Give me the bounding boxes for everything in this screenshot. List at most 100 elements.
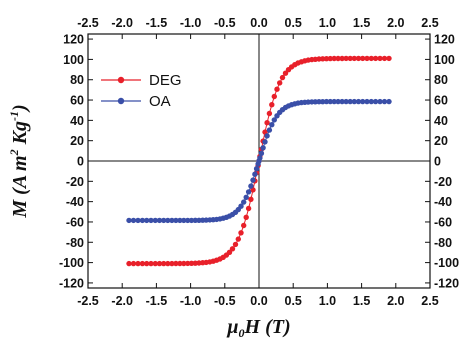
y-tick-label-right: -120 xyxy=(434,276,459,290)
y-tick-label-left: -60 xyxy=(66,215,84,229)
data-point xyxy=(232,241,239,248)
x-tick-label-top: 0.5 xyxy=(285,16,302,30)
data-point xyxy=(351,98,357,105)
data-point xyxy=(331,55,337,62)
x-tick-label-top: -2.5 xyxy=(77,16,99,30)
y-tick-label-right: -20 xyxy=(434,175,452,189)
y-tick-label-right: -60 xyxy=(434,215,452,229)
data-point xyxy=(248,196,254,202)
y-tick-label-right: 40 xyxy=(434,114,448,128)
data-point xyxy=(323,98,330,105)
data-point xyxy=(279,74,286,81)
data-point xyxy=(241,222,247,229)
data-point xyxy=(339,98,345,105)
data-point xyxy=(144,260,150,267)
data-point xyxy=(173,217,179,224)
data-point xyxy=(266,110,273,117)
x-tick-label-top: -2.0 xyxy=(111,16,133,30)
data-point xyxy=(347,98,353,105)
data-point xyxy=(355,55,362,62)
x-tick-label-top: -1.0 xyxy=(180,16,202,30)
data-point xyxy=(277,80,283,86)
data-point xyxy=(351,55,357,62)
data-point xyxy=(327,55,333,62)
data-point xyxy=(185,260,191,267)
y-tick-label-left: 0 xyxy=(77,155,84,169)
x-axis-title-sub: 0 xyxy=(239,326,245,340)
data-point xyxy=(372,55,379,62)
x-tick-label-top: 2.0 xyxy=(387,16,404,30)
data-point xyxy=(343,98,349,105)
x-axis-title-base: μ xyxy=(226,316,238,338)
x-tick-label-top: 2.5 xyxy=(421,16,438,30)
data-point xyxy=(126,260,132,267)
legend: DEG OA xyxy=(101,72,182,110)
data-point xyxy=(188,260,195,266)
data-point xyxy=(243,214,249,220)
data-point xyxy=(156,260,163,267)
x-tick-label-top: 1.5 xyxy=(353,16,370,30)
data-point xyxy=(331,98,337,105)
y-axis-title-end: ) xyxy=(9,104,31,113)
data-point xyxy=(161,217,167,224)
legend-label-deg: DEG xyxy=(149,72,182,89)
data-point xyxy=(323,56,330,62)
data-point xyxy=(386,55,392,62)
data-point xyxy=(269,122,275,128)
tick-labels: -2.5 -2.5 -2.0 -2.0 -1.5 -1.5 -1.0 -1.0 -0.5 -0.5… xyxy=(59,16,459,308)
y-tick-label-left: 80 xyxy=(70,73,84,87)
data-point xyxy=(368,98,374,105)
y-tick-label-left: 60 xyxy=(70,94,84,108)
data-point xyxy=(181,217,187,224)
x-tick-label-bottom: 0.5 xyxy=(285,294,302,308)
data-point xyxy=(253,166,260,172)
data-point xyxy=(144,217,150,224)
data-point xyxy=(266,127,273,133)
y-tick-label-right: 60 xyxy=(434,94,448,108)
y-tick-label-left: 20 xyxy=(70,134,84,148)
tick-marks xyxy=(87,34,431,288)
y-tick-label-left: -100 xyxy=(59,256,84,270)
data-point xyxy=(169,260,175,267)
y-axis-title-main: M (A m xyxy=(9,155,31,218)
x-tick-label-bottom: 2.5 xyxy=(421,294,438,308)
data-point xyxy=(260,145,266,151)
data-point xyxy=(269,102,275,108)
y-tick-label-left: -120 xyxy=(59,276,84,290)
data-point xyxy=(264,120,270,126)
data-point xyxy=(139,260,146,267)
data-point xyxy=(130,260,137,267)
data-point xyxy=(245,205,252,212)
y-tick-label-left: -20 xyxy=(66,175,84,189)
data-point xyxy=(381,55,388,62)
x-axis-title: μ0H (T) xyxy=(226,316,290,340)
x-tick-label-bottom: -2.0 xyxy=(111,294,133,308)
data-point xyxy=(148,217,154,224)
data-point xyxy=(173,260,179,267)
x-axis-title-rest: H (T) xyxy=(244,316,291,338)
y-tick-label-left: 120 xyxy=(63,33,84,47)
series-layer xyxy=(126,55,392,267)
data-point xyxy=(372,98,379,105)
data-point xyxy=(368,55,374,62)
y-tick-label-right: -100 xyxy=(434,256,459,270)
data-point xyxy=(135,217,141,224)
y-tick-label-right: 0 xyxy=(434,155,441,169)
data-point xyxy=(177,217,183,224)
data-point xyxy=(245,189,252,195)
data-point xyxy=(229,246,236,252)
data-point xyxy=(135,260,141,267)
x-tick-label-bottom: 1.5 xyxy=(353,294,370,308)
y-tick-label-right: 100 xyxy=(434,53,455,67)
data-point xyxy=(165,217,171,224)
data-point xyxy=(192,217,198,223)
x-tick-label-bottom: -0.5 xyxy=(214,294,236,308)
data-point xyxy=(335,55,341,62)
data-point xyxy=(364,55,370,62)
y-axis-title: M (A m2 Kg-1) xyxy=(7,104,31,218)
legend-marker-oa xyxy=(117,97,125,105)
y-tick-label-right: 20 xyxy=(434,134,448,148)
y-tick-label-right: 80 xyxy=(434,73,448,87)
data-point xyxy=(161,260,167,267)
